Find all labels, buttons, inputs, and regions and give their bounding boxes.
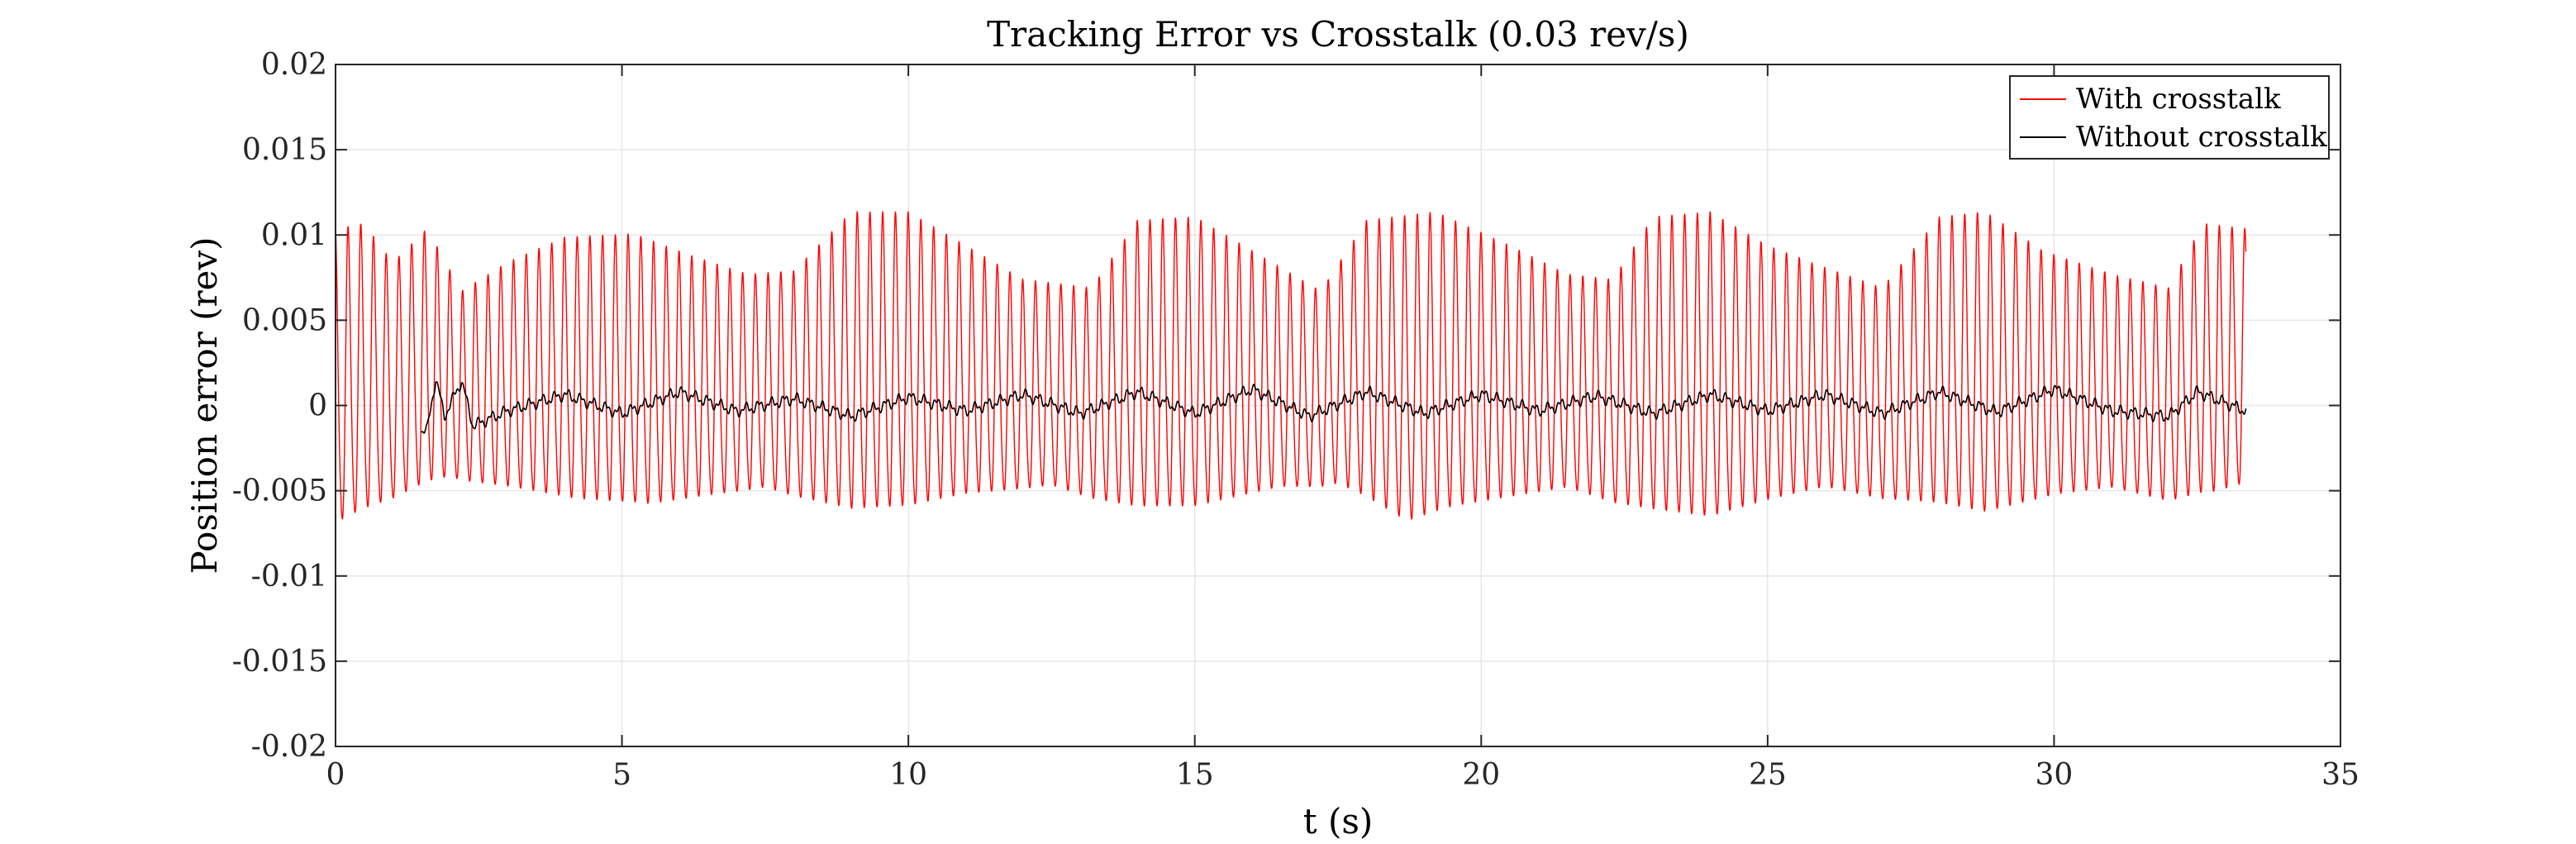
x-tick-label: 5	[612, 758, 631, 792]
legend: With crosstalk Without crosstalk	[2009, 75, 2330, 160]
legend-label-with-crosstalk: With crosstalk	[2076, 83, 2281, 116]
x-tick-label: 15	[1176, 758, 1214, 792]
x-tick-label: 10	[889, 758, 927, 792]
x-tick-label: 35	[2321, 758, 2359, 792]
y-tick-label: 0.005	[242, 303, 327, 337]
y-tick-label: 0.015	[242, 133, 327, 167]
y-tick-label: 0.01	[261, 218, 327, 252]
legend-label-without-crosstalk: Without crosstalk	[2076, 121, 2327, 154]
series-line-without-crosstalk	[421, 381, 2247, 434]
legend-box	[2009, 75, 2330, 160]
chart-title: Tracking Error vs Crosstalk (0.03 rev/s)	[987, 14, 1689, 55]
x-tick-label: 25	[1749, 758, 1787, 792]
x-tick-label: 0	[326, 758, 345, 792]
ticks: 0 5 10 15 20 25 30 35 -0.02 -0.015 -0.01 -0.005 0 0.0…	[232, 48, 2359, 792]
y-tick-label: -0.005	[232, 474, 327, 508]
y-axis-label: Position error (rev)	[184, 237, 225, 575]
x-tick-label: 20	[1462, 758, 1500, 792]
x-tick-label: 30	[2036, 758, 2074, 792]
y-tick-label: -0.01	[251, 560, 327, 594]
y-tick-label: -0.02	[251, 730, 327, 764]
y-tick-label: 0	[308, 389, 327, 423]
y-tick-label: 0.02	[261, 48, 327, 82]
y-tick-label: -0.015	[232, 645, 327, 679]
x-axis-label: t (s)	[1303, 801, 1374, 842]
series-line-with-crosstalk	[335, 211, 2247, 520]
series-layer	[335, 211, 2247, 520]
